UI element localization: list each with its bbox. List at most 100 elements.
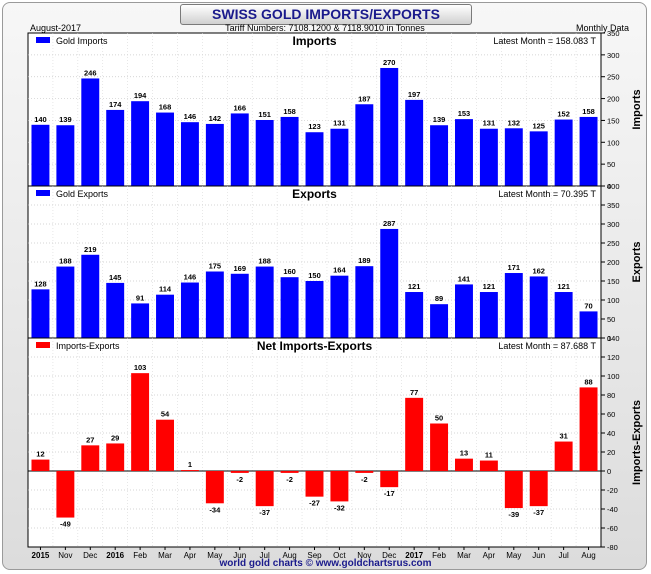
exports-tick-label: 50 xyxy=(607,315,615,324)
exports-bar xyxy=(156,294,174,338)
exports-bar xyxy=(479,292,498,338)
imports-bar xyxy=(56,125,75,186)
net-legend-swatch xyxy=(36,342,50,348)
exports-bar xyxy=(355,266,374,338)
imports-data-label: 194 xyxy=(134,91,147,100)
exports-bar xyxy=(380,228,399,338)
imports-bar xyxy=(355,104,374,186)
x-axis-tick-label: Aug xyxy=(581,551,595,560)
net-bar xyxy=(156,419,174,471)
exports-bar xyxy=(280,277,299,338)
x-axis-tick-label: 2015 xyxy=(32,551,50,560)
x-axis-tick-label: May xyxy=(207,551,222,560)
exports-bar xyxy=(255,266,274,338)
imports-data-label: 153 xyxy=(458,109,471,118)
net-tick-label: 120 xyxy=(607,353,620,362)
net-bar xyxy=(554,441,573,471)
exports-bar xyxy=(56,266,75,338)
exports-data-label: 89 xyxy=(435,294,443,303)
exports-data-label: 150 xyxy=(308,271,321,280)
imports-data-label: 197 xyxy=(408,90,421,99)
net-data-label: -37 xyxy=(259,508,270,517)
imports-data-label: 246 xyxy=(84,68,97,77)
net-bar xyxy=(31,459,50,471)
x-axis-tick-label: 2016 xyxy=(106,551,124,560)
imports-bar xyxy=(455,119,473,186)
imports-bar xyxy=(255,119,274,186)
net-bar xyxy=(330,471,349,502)
imports-tick-label: 350 xyxy=(607,29,620,38)
imports-bar xyxy=(31,124,50,186)
net-data-label: 54 xyxy=(161,410,170,419)
exports-tick-label: 400 xyxy=(607,182,620,191)
net-tick-label: 40 xyxy=(607,429,615,438)
net-tick-label: 80 xyxy=(607,391,615,400)
exports-tick-label: 250 xyxy=(607,239,620,248)
exports-tick-label: 0 xyxy=(607,334,611,343)
net-data-label: 77 xyxy=(410,388,418,397)
net-bar xyxy=(106,443,125,471)
imports-data-label: 140 xyxy=(34,115,47,124)
imports-bar xyxy=(280,116,299,186)
exports-bar xyxy=(205,271,224,338)
exports-bar xyxy=(305,281,324,338)
net-tick-label: -60 xyxy=(607,524,618,533)
net-data-label: 12 xyxy=(36,450,44,459)
imports-tick-label: 250 xyxy=(607,73,620,82)
exports-data-label: 164 xyxy=(333,266,346,275)
net-bar xyxy=(355,471,374,473)
imports-data-label: 151 xyxy=(258,110,271,119)
exports-data-label: 141 xyxy=(458,274,471,283)
imports-bar xyxy=(529,131,548,186)
imports-legend-swatch xyxy=(36,37,50,43)
exports-bar xyxy=(31,289,50,338)
imports-data-label: 152 xyxy=(557,110,570,119)
exports-data-label: 70 xyxy=(584,301,592,310)
x-axis-tick-label: Feb xyxy=(133,551,147,560)
exports-data-label: 121 xyxy=(408,282,421,291)
net-latest-value: Latest Month = 87.688 T xyxy=(498,341,596,351)
exports-legend-label: Gold Exports xyxy=(56,189,109,199)
exports-data-label: 121 xyxy=(557,282,570,291)
net-bar xyxy=(205,471,224,504)
exports-bar xyxy=(455,284,473,338)
net-tick-label: 100 xyxy=(607,372,620,381)
exports-data-label: 146 xyxy=(184,273,197,282)
exports-bar xyxy=(180,282,199,338)
x-axis-tick-label: Oct xyxy=(333,551,346,560)
imports-bar xyxy=(305,132,324,186)
exports-data-label: 175 xyxy=(209,262,222,271)
exports-data-label: 121 xyxy=(483,282,496,291)
exports-data-label: 160 xyxy=(283,267,296,276)
net-data-label: -49 xyxy=(60,520,71,529)
net-bar xyxy=(56,471,75,518)
imports-latest-value: Latest Month = 158.083 T xyxy=(493,36,596,46)
x-axis-tick-label: Apr xyxy=(483,551,496,560)
exports-tick-label: 350 xyxy=(607,201,620,210)
exports-data-label: 188 xyxy=(59,257,72,266)
net-data-label: 13 xyxy=(460,449,468,458)
exports-data-label: 219 xyxy=(84,245,97,254)
exports-tick-label: 150 xyxy=(607,277,620,286)
net-data-label: -17 xyxy=(384,489,395,498)
exports-bar xyxy=(330,275,349,338)
net-data-label: -2 xyxy=(361,475,368,484)
exports-tick-label: 100 xyxy=(607,296,620,305)
x-axis-tick-label: Apr xyxy=(184,551,197,560)
x-axis-tick-label: Mar xyxy=(457,551,471,560)
net-data-label: 11 xyxy=(485,451,493,460)
imports-bar xyxy=(380,67,399,186)
imports-data-label: 146 xyxy=(184,112,197,121)
imports-tick-label: 0 xyxy=(607,182,611,191)
exports-bar xyxy=(579,311,598,338)
exports-data-label: 171 xyxy=(508,263,521,272)
x-axis-tick-label: Jul xyxy=(559,551,569,560)
x-axis-tick-label: Aug xyxy=(282,551,296,560)
net-legend-label: Imports-Exports xyxy=(56,341,120,351)
net-bar xyxy=(131,373,150,471)
x-axis-tick-label: Dec xyxy=(382,551,396,560)
net-data-label: 88 xyxy=(584,377,592,386)
net-tick-label: 0 xyxy=(607,467,611,476)
net-bar xyxy=(579,387,598,471)
